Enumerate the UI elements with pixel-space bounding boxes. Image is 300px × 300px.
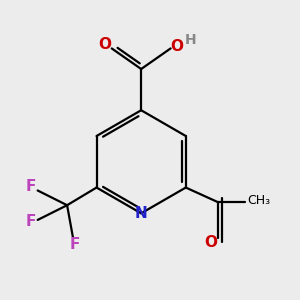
- Text: F: F: [69, 237, 80, 252]
- Text: O: O: [171, 39, 184, 54]
- Text: CH₃: CH₃: [248, 194, 271, 207]
- Text: F: F: [26, 179, 36, 194]
- Text: H: H: [185, 33, 197, 47]
- Text: O: O: [204, 236, 217, 250]
- Text: N: N: [135, 206, 148, 221]
- Text: F: F: [26, 214, 36, 229]
- Text: O: O: [99, 38, 112, 52]
